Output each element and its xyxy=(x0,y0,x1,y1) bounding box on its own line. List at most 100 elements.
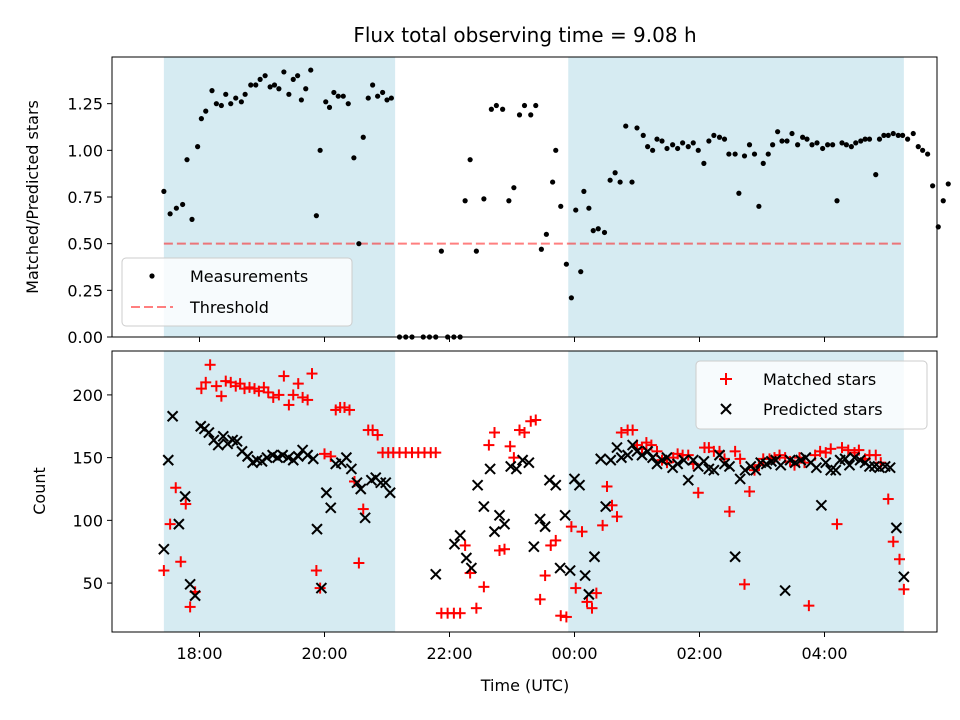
measurement-point xyxy=(356,241,362,247)
matched-star-point xyxy=(729,445,741,457)
measurement-point xyxy=(180,201,186,208)
measurement-point xyxy=(375,93,381,99)
predicted-star-point xyxy=(579,569,591,582)
measurement-point xyxy=(760,160,766,166)
legend-threshold-label: Threshold xyxy=(189,298,269,317)
measurement-point xyxy=(573,207,579,213)
y-tick-label: 1.25 xyxy=(67,95,103,114)
matched-star-point xyxy=(478,581,490,593)
measurement-point xyxy=(732,151,738,157)
predicted-star-point xyxy=(573,479,586,491)
matched-star-point xyxy=(430,447,442,459)
measurement-point xyxy=(213,101,219,107)
x-tick-label: 04:00 xyxy=(801,644,847,663)
predicted-star-point xyxy=(484,463,496,475)
measurement-point xyxy=(161,188,167,194)
predicted-star-point xyxy=(595,453,607,465)
measurement-point xyxy=(634,125,640,131)
measurement-point xyxy=(198,116,204,122)
measurement-point xyxy=(839,140,845,146)
matched-star-point xyxy=(627,424,639,436)
predicted-star-point xyxy=(550,479,562,491)
predicted-star-point xyxy=(739,464,751,476)
measurement-point xyxy=(595,226,601,232)
predicted-star-point xyxy=(448,538,461,550)
predicted-star-point xyxy=(158,543,170,555)
matched-star-point xyxy=(158,565,170,577)
measurement-point xyxy=(543,231,549,237)
predicted-star-point xyxy=(203,426,215,439)
measurement-point xyxy=(789,130,795,137)
measurement-point xyxy=(370,82,376,88)
predicted-star-point xyxy=(646,451,659,464)
measurement-point xyxy=(601,229,608,236)
measurement-point xyxy=(945,181,951,187)
measurement-point xyxy=(209,88,215,94)
chart-title: Flux total observing time = 9.08 h xyxy=(353,23,696,47)
predicted-star-point xyxy=(810,461,823,474)
y-tick-label: 200 xyxy=(72,386,103,405)
predicted-star-point xyxy=(534,513,546,525)
y-tick-label: 150 xyxy=(72,449,103,468)
matched-star-point xyxy=(267,391,279,403)
predicted-star-point xyxy=(554,562,566,574)
predicted-star-point xyxy=(564,564,576,577)
matched-star-point xyxy=(581,596,593,608)
measurement-point xyxy=(388,95,394,101)
measurement-point xyxy=(858,138,864,144)
measurement-point xyxy=(721,136,728,142)
predicted-star-point xyxy=(493,509,506,522)
predicted-star-point xyxy=(325,502,337,514)
measurement-point xyxy=(607,177,613,183)
matched-star-point xyxy=(640,437,652,449)
predicted-star-point xyxy=(750,464,762,476)
legend-predicted-marker xyxy=(720,403,732,415)
matched-star-point xyxy=(651,445,663,457)
measurement-point xyxy=(895,132,901,138)
predicted-star-point xyxy=(848,451,861,464)
matched-star-point xyxy=(530,414,542,426)
matched-star-point xyxy=(302,394,314,406)
y-tick-label: 0.00 xyxy=(67,328,103,347)
measurement-point xyxy=(675,145,681,152)
measurement-point xyxy=(167,211,173,217)
measurement-point xyxy=(253,82,259,88)
measurement-point xyxy=(751,151,758,157)
predicted-star-point xyxy=(775,459,787,471)
measurement-point xyxy=(533,102,539,109)
measurement-point xyxy=(848,144,854,150)
measurement-point xyxy=(184,157,190,163)
matched-star-point xyxy=(372,429,384,441)
matched-star-point xyxy=(344,404,355,416)
measurement-point xyxy=(910,130,916,137)
measurement-point xyxy=(825,142,831,148)
legend-matched-label: Matched stars xyxy=(763,370,876,389)
predicted-star-point xyxy=(734,473,746,485)
measurement-point xyxy=(866,136,873,142)
matched-star-point xyxy=(576,526,588,538)
y-tick-label: 50 xyxy=(83,574,103,593)
measurement-point xyxy=(920,147,926,153)
matched-star-point xyxy=(180,498,192,510)
top-panel-x-ticks xyxy=(199,337,825,342)
measurement-point xyxy=(690,140,696,146)
measurement-point xyxy=(664,145,670,152)
predicted-star-point xyxy=(863,460,876,473)
matched-star-point xyxy=(565,521,577,533)
measurement-point xyxy=(223,91,229,97)
measurement-point xyxy=(804,136,810,142)
predicted-star-point xyxy=(478,500,490,513)
matched-star-point xyxy=(278,370,290,382)
matched-star-point xyxy=(514,424,525,436)
measurement-point xyxy=(295,73,301,79)
measurement-point xyxy=(876,136,883,142)
measurement-point xyxy=(365,95,371,101)
predicted-star-point xyxy=(315,582,328,594)
matched-star-point xyxy=(292,378,304,390)
matched-star-point xyxy=(319,448,330,460)
predicted-star-point xyxy=(779,584,791,597)
legend-matched-marker xyxy=(720,373,732,385)
matched-star-point xyxy=(210,380,222,392)
predicted-stars-series xyxy=(158,410,910,602)
matched-star-point xyxy=(611,511,623,523)
